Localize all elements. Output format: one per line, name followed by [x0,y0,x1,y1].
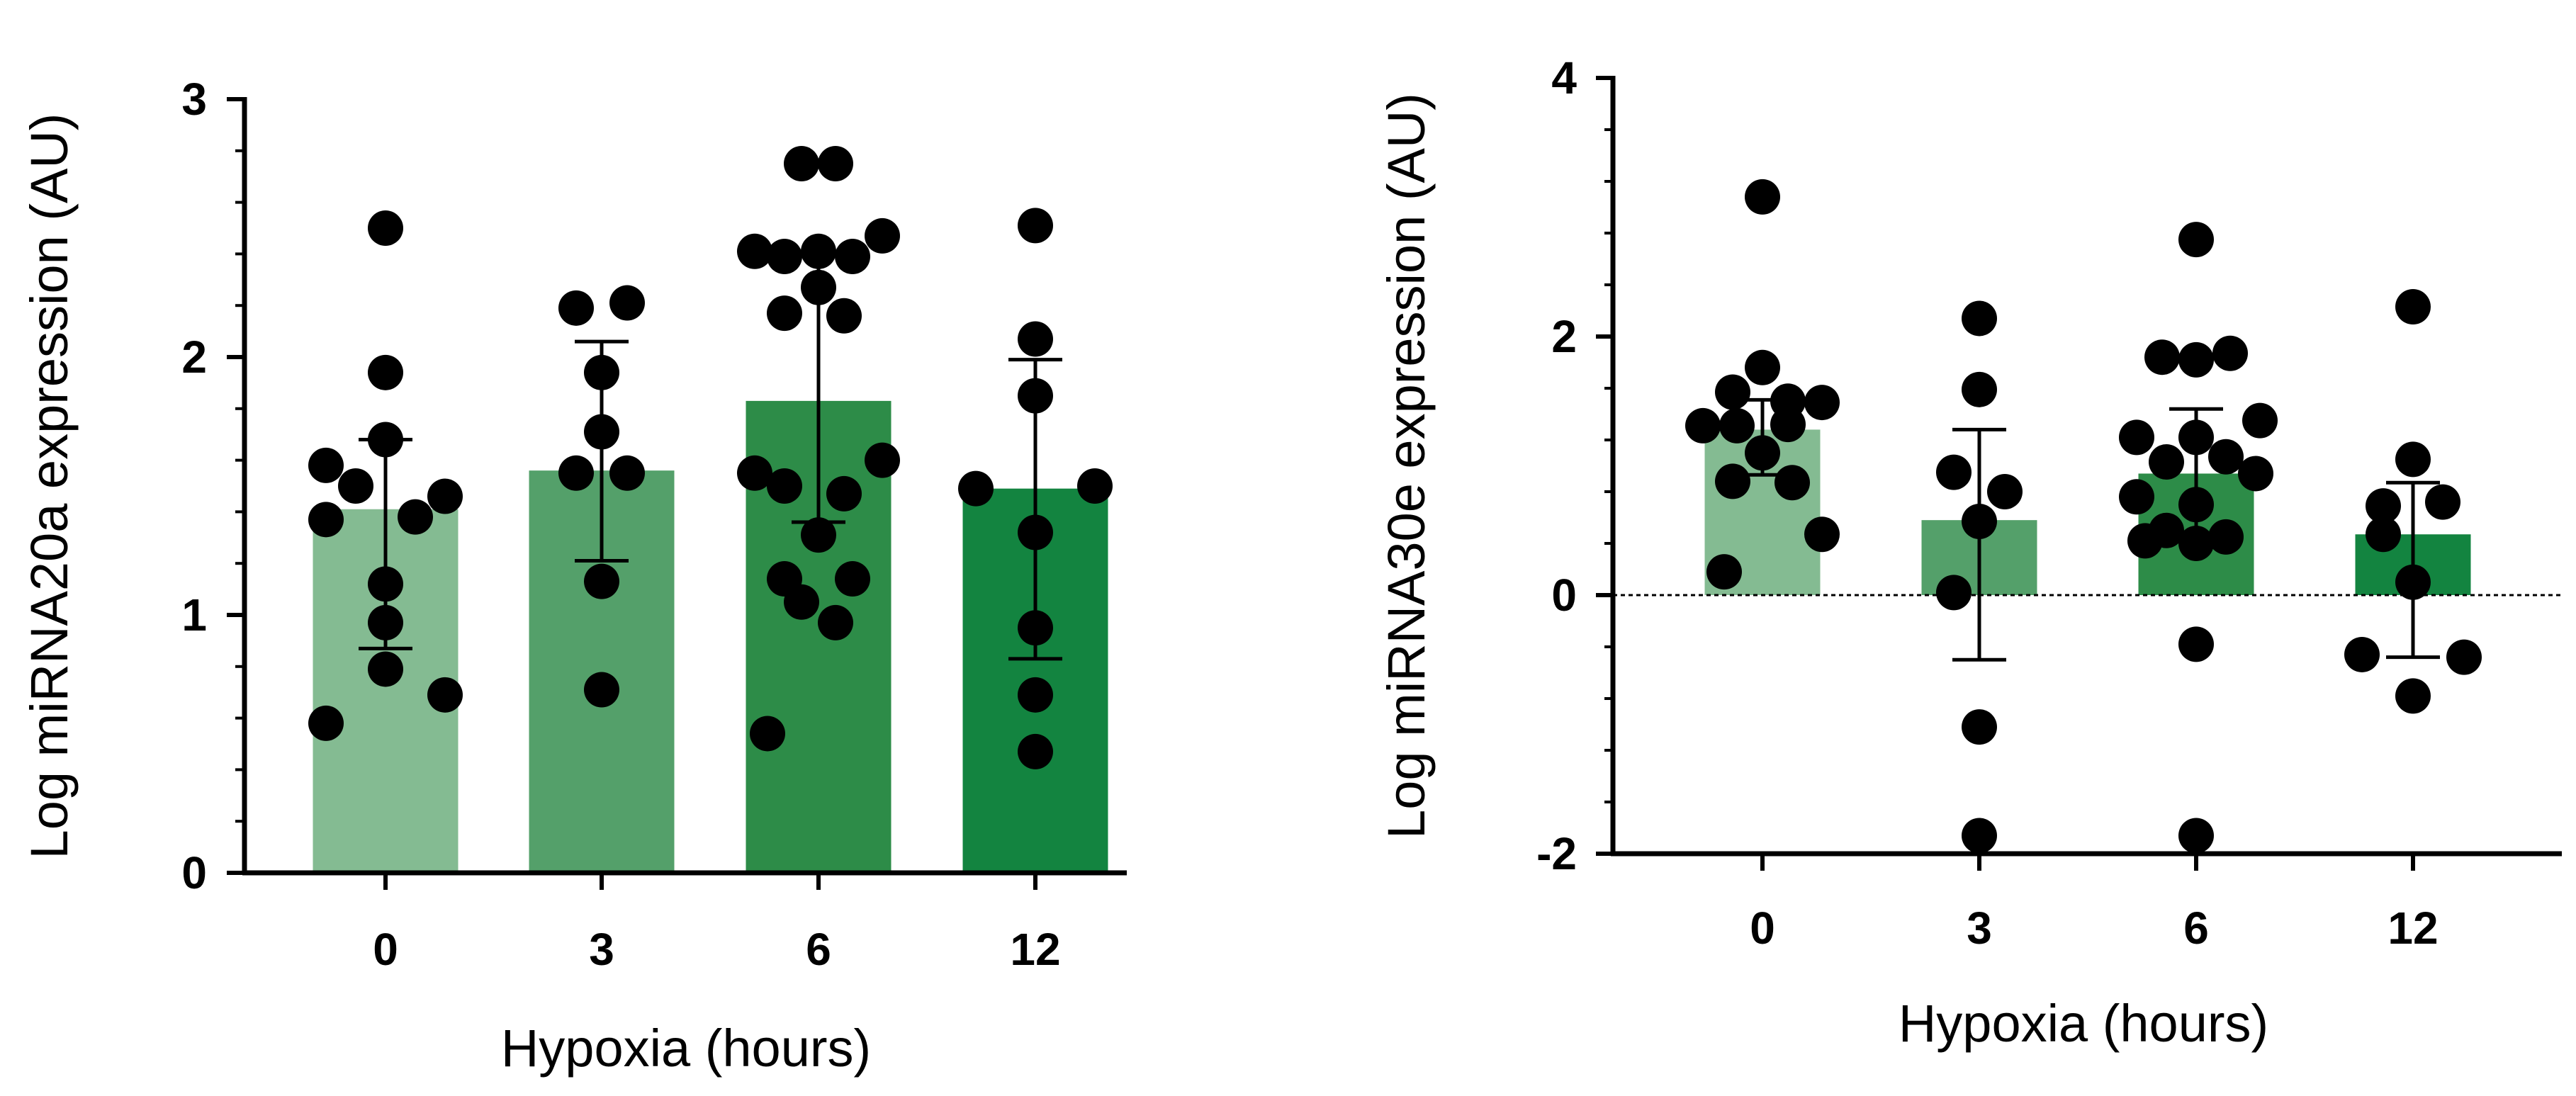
data-point-6-9 [826,298,862,334]
y-tick-label-0: 0 [1551,570,1577,621]
data-point-0-1 [1745,350,1780,385]
data-point-3-1 [609,286,645,321]
data-point-0-2 [1715,374,1750,409]
data-point-6-6 [2242,403,2278,439]
data-point-0-5 [338,468,373,504]
data-point-12-3 [958,471,994,507]
data-point-6-11 [2238,456,2273,491]
data-point-3-5 [609,456,645,491]
data-point-6-17 [784,584,819,620]
data-point-0-11 [1804,516,1840,552]
data-point-0-12 [308,706,344,741]
data-point-12-8 [1018,734,1053,769]
data-point-6-8 [767,295,802,331]
y-axis-title: Log miRNA20a expression (AU) [20,113,79,859]
data-point-6-3 [2212,336,2248,371]
data-point-0-7 [308,502,344,537]
data-point-12-1 [1018,322,1053,357]
data-point-6-4 [2119,419,2154,455]
data-point-6-6 [865,218,900,254]
data-point-0-6 [1719,408,1755,444]
data-point-0-3 [308,448,344,483]
data-point-6-5 [835,239,870,274]
data-point-12-6 [2344,637,2380,672]
y-axis-title: Log miRNA30e expression (AU) [1377,93,1436,839]
data-point-0-11 [427,677,463,713]
data-point-0-0 [368,210,403,246]
data-point-6-7 [2149,444,2184,480]
data-point-12-1 [2395,441,2431,477]
y-tick-label-2: 2 [181,332,207,383]
y-tick-label--2: -2 [1536,828,1577,879]
data-point-12-7 [1018,677,1053,713]
data-point-6-17 [2178,818,2214,853]
x-tick-label-6: 6 [806,924,831,975]
data-point-6-3 [767,239,802,274]
x-axis-title: Hypoxia (hours) [1899,994,2268,1053]
data-point-12-0 [2395,289,2431,324]
data-point-6-1 [2144,339,2180,375]
data-point-12-3 [2425,485,2460,520]
data-point-0-5 [1685,408,1721,444]
x-tick-label-0: 0 [1750,903,1775,954]
data-point-6-14 [2127,523,2163,558]
data-point-3-7 [584,672,619,708]
x-tick-label-12: 12 [1010,924,1060,975]
data-point-6-0 [2178,222,2214,257]
data-point-0-9 [1715,463,1750,499]
data-point-6-18 [818,605,853,640]
x-tick-label-12: 12 [2387,903,2438,954]
data-point-12-4 [1077,468,1113,504]
y-tick-label-0: 0 [181,847,207,898]
y-tick-label-3: 3 [181,74,207,125]
data-point-3-5 [1936,575,1972,610]
y-tick-label-1: 1 [181,589,207,640]
data-point-0-1 [368,355,403,390]
data-point-6-16 [2178,626,2214,662]
data-point-3-6 [584,564,619,599]
data-point-0-4 [1804,385,1840,420]
data-point-0-12 [1706,554,1742,589]
data-point-6-9 [2119,479,2154,514]
data-point-0-6 [398,499,433,535]
data-point-12-0 [1018,208,1053,243]
data-point-0-4 [427,479,463,514]
chart-stage: 01230 3 6 12Hypoxia (hours)Log miRNA20a exp… [0,0,2576,1096]
data-point-6-16 [835,561,870,597]
data-point-6-1 [818,146,853,181]
data-point-6-0 [784,146,819,181]
data-point-3-0 [558,290,594,326]
data-point-0-7 [1770,407,1806,442]
data-point-6-10 [865,443,900,478]
data-point-6-19 [750,716,785,751]
data-point-12-8 [2395,678,2431,713]
x-tick-label-3: 3 [1967,903,1992,954]
data-point-6-12 [767,468,802,504]
data-point-6-13 [826,476,862,512]
data-point-6-2 [737,234,772,269]
data-point-3-1 [1962,372,1997,407]
data-point-6-2 [2178,342,2214,378]
y-tick-label-4: 4 [1551,52,1577,103]
x-tick-label-0: 0 [373,924,398,975]
data-point-0-10 [1774,465,1810,500]
data-point-3-6 [1962,709,1997,745]
data-point-3-0 [1962,300,1997,336]
y-tick-label-2: 2 [1551,311,1577,362]
data-point-12-4 [2366,516,2401,552]
data-point-6-8 [2208,439,2244,475]
x-tick-label-6: 6 [2183,903,2209,954]
data-point-6-13 [2208,519,2244,555]
data-point-0-10 [368,651,403,687]
data-point-3-3 [1987,474,2023,509]
data-point-3-2 [1936,455,1972,490]
data-point-3-4 [558,456,594,491]
data-point-0-0 [1745,179,1780,215]
data-point-12-7 [2446,640,2482,675]
chart-mirna30e: -2 0 2 4 0 3 6 12 Hypoxia (hours) Log miRNA30e ex… [1377,52,2562,1053]
data-point-3-7 [1962,818,1997,853]
x-tick-label-3: 3 [589,924,614,975]
x-axis-title: Hypoxia (hours) [501,1019,871,1078]
